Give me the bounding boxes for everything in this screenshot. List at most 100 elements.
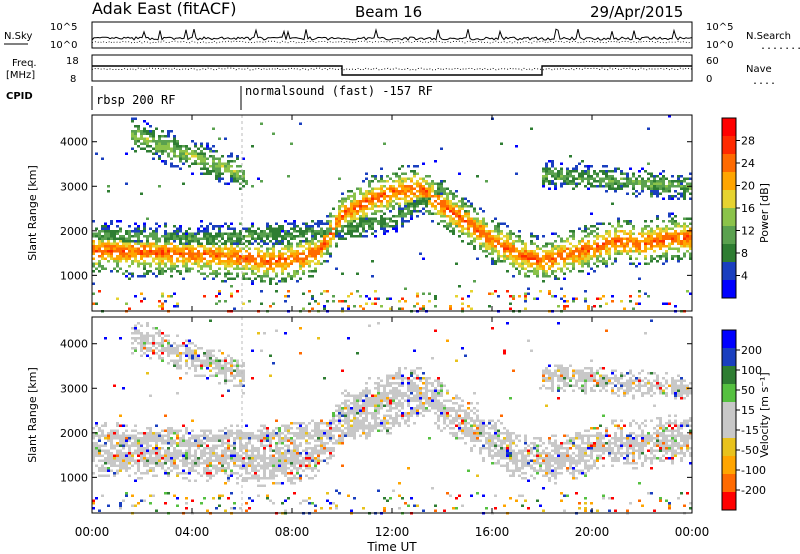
heatmap-cell bbox=[203, 352, 206, 355]
heatmap-cell bbox=[647, 185, 650, 188]
heatmap-cell bbox=[116, 260, 119, 263]
heatmap-cell bbox=[266, 237, 269, 240]
heatmap-cell bbox=[455, 205, 458, 208]
heatmap-cell bbox=[176, 252, 179, 255]
heatmap-cell bbox=[419, 252, 422, 255]
heatmap-cell bbox=[179, 357, 182, 360]
heatmap-cell bbox=[680, 230, 683, 233]
heatmap-cell bbox=[560, 287, 563, 290]
heatmap-cell bbox=[224, 265, 227, 268]
heatmap-cell bbox=[281, 230, 284, 233]
heatmap-cell bbox=[308, 245, 311, 248]
heatmap-cell bbox=[206, 377, 209, 380]
heatmap-cell bbox=[206, 225, 209, 228]
heatmap-cell bbox=[518, 265, 521, 268]
heatmap-cell bbox=[272, 477, 275, 480]
heatmap-cell bbox=[599, 180, 602, 183]
heatmap-cell bbox=[308, 242, 311, 245]
heatmap-cell bbox=[311, 307, 314, 310]
heatmap-cell bbox=[269, 477, 272, 480]
heatmap-cell bbox=[344, 207, 347, 210]
heatmap-cell bbox=[167, 339, 170, 342]
heatmap-cell bbox=[251, 225, 254, 228]
heatmap-cell bbox=[629, 255, 632, 258]
heatmap-cell bbox=[245, 245, 248, 248]
heatmap-cell bbox=[92, 220, 95, 223]
heatmap-cell bbox=[350, 220, 353, 223]
heatmap-cell bbox=[599, 252, 602, 255]
heatmap-cell bbox=[176, 147, 179, 150]
heatmap-cell bbox=[305, 232, 308, 235]
heatmap-cell bbox=[176, 432, 179, 435]
heatmap-cell bbox=[557, 277, 560, 280]
heatmap-cell bbox=[326, 499, 329, 502]
heatmap-cell bbox=[536, 235, 539, 238]
heatmap-cell bbox=[332, 232, 335, 235]
heatmap-cell bbox=[329, 419, 332, 422]
heatmap-cell bbox=[215, 170, 218, 173]
heatmap-cell bbox=[137, 342, 140, 345]
heatmap-cell bbox=[299, 257, 302, 260]
heatmap-cell bbox=[485, 235, 488, 238]
heatmap-cell bbox=[281, 457, 284, 460]
heatmap-cell bbox=[143, 459, 146, 462]
heatmap-cell bbox=[155, 447, 158, 450]
heatmap-cell bbox=[638, 245, 641, 248]
heatmap-cell bbox=[194, 354, 197, 357]
heatmap-cell bbox=[242, 260, 245, 263]
heatmap-cell bbox=[326, 230, 329, 233]
heatmap-cell bbox=[191, 232, 194, 235]
heatmap-cell bbox=[104, 457, 107, 460]
heatmap-cell bbox=[212, 362, 215, 365]
heatmap-cell bbox=[269, 280, 272, 283]
heatmap-cell bbox=[641, 227, 644, 230]
heatmap-cell bbox=[137, 449, 140, 452]
heatmap-cell bbox=[302, 250, 305, 253]
heatmap-cell bbox=[683, 245, 686, 248]
heatmap-cell bbox=[101, 454, 104, 457]
heatmap-cell bbox=[491, 252, 494, 255]
heatmap-cell bbox=[605, 302, 608, 305]
heatmap-cell bbox=[680, 242, 683, 245]
heatmap-cell bbox=[305, 464, 308, 467]
heatmap-cell bbox=[353, 230, 356, 233]
heatmap-cell bbox=[554, 185, 557, 188]
heatmap-cell bbox=[116, 459, 119, 462]
heatmap-cell bbox=[356, 290, 359, 293]
heatmap-cell bbox=[380, 217, 383, 220]
heatmap-cell bbox=[515, 255, 518, 258]
heatmap-cell bbox=[221, 262, 224, 265]
heatmap-cell bbox=[197, 237, 200, 240]
heatmap-cell bbox=[413, 165, 416, 168]
heatmap-cell bbox=[146, 334, 149, 337]
heatmap-cell bbox=[302, 469, 305, 472]
heatmap-cell bbox=[629, 177, 632, 180]
heatmap-cell bbox=[509, 245, 512, 248]
heatmap-cell bbox=[173, 462, 176, 465]
heatmap-cell bbox=[161, 454, 164, 457]
heatmap-cell bbox=[242, 277, 245, 280]
heatmap-cell bbox=[233, 454, 236, 457]
heatmap-cell bbox=[131, 342, 134, 345]
heatmap-cell bbox=[281, 240, 284, 243]
heatmap-cell bbox=[629, 182, 632, 185]
heatmap-cell bbox=[248, 434, 251, 437]
heatmap-cell bbox=[224, 459, 227, 462]
heatmap-cell bbox=[260, 265, 263, 268]
heatmap-cell bbox=[134, 459, 137, 462]
heatmap-cell bbox=[233, 432, 236, 435]
heatmap-cell bbox=[125, 424, 128, 427]
heatmap-cell bbox=[227, 167, 230, 170]
heatmap-cell bbox=[227, 260, 230, 263]
heatmap-cell bbox=[326, 290, 329, 293]
heatmap-cell bbox=[410, 202, 413, 205]
heatmap-cell bbox=[245, 257, 248, 260]
heatmap-cell bbox=[290, 437, 293, 440]
heatmap-cell bbox=[278, 459, 281, 462]
heatmap-cell bbox=[329, 242, 332, 245]
heatmap-cell bbox=[491, 292, 494, 295]
heatmap-cell bbox=[320, 452, 323, 455]
heatmap-cell bbox=[170, 454, 173, 457]
heatmap-cell bbox=[317, 232, 320, 235]
heatmap-cell bbox=[110, 469, 113, 472]
